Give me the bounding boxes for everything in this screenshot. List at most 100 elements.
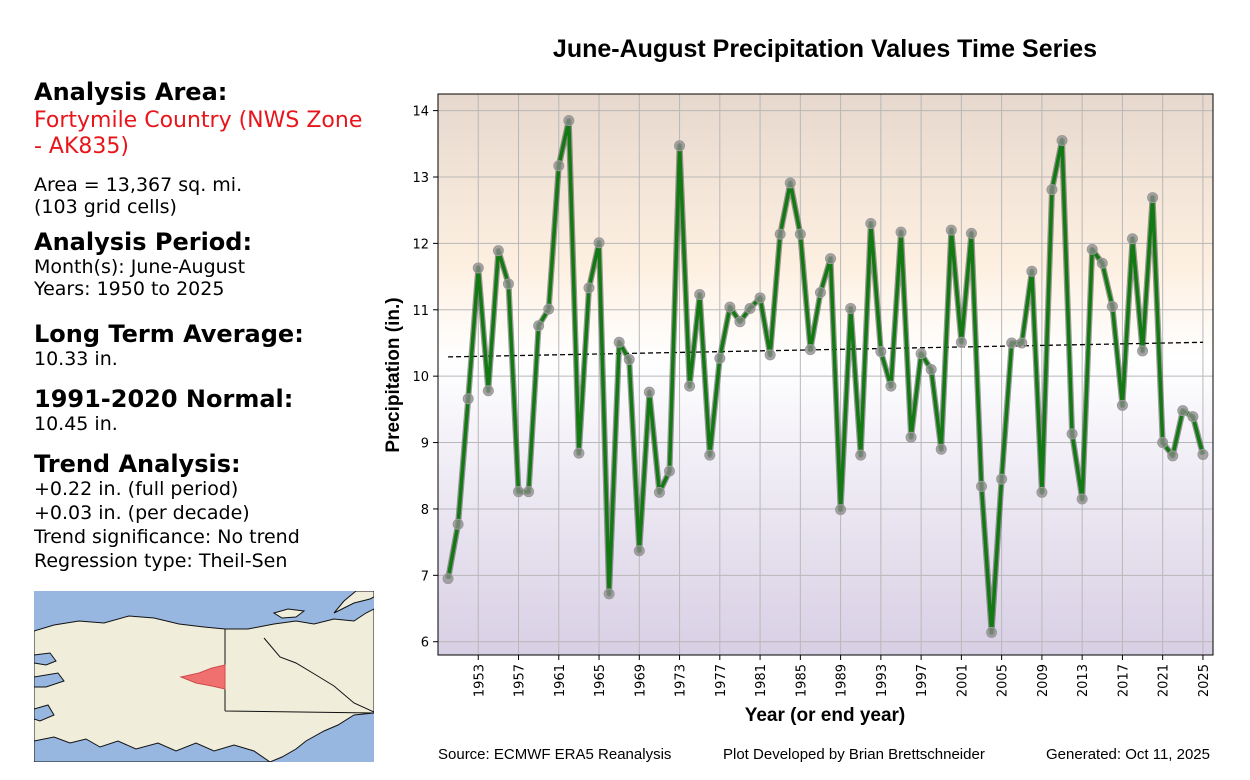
y-tick-label: 10 <box>412 370 429 385</box>
data-point <box>1056 134 1068 146</box>
data-point <box>865 217 877 229</box>
data-point <box>1096 257 1108 269</box>
lta-value: 10.33 in. <box>34 348 118 370</box>
data-point <box>603 588 615 600</box>
chart-title: June-August Precipitation Values Time Se… <box>553 35 1097 63</box>
series-group <box>445 117 1206 636</box>
normal-heading: 1991-2020 Normal: <box>34 385 294 413</box>
y-tick-label: 13 <box>412 171 429 186</box>
data-point <box>825 253 837 265</box>
x-tick-label: 1993 <box>875 664 890 697</box>
lta-heading: Long Term Average: <box>34 320 304 348</box>
points-group <box>442 115 1209 638</box>
data-point <box>482 385 494 397</box>
data-point <box>1076 493 1088 505</box>
data-point <box>674 140 686 152</box>
data-point <box>945 224 957 236</box>
x-tick-label: 2021 <box>1157 664 1172 697</box>
data-point <box>1147 192 1159 204</box>
months-text: Month(s): June-August <box>34 256 246 278</box>
area-size: Area = 13,367 sq. mi. <box>34 174 243 196</box>
data-point <box>583 282 595 294</box>
data-point <box>814 287 826 299</box>
y-tick-label: 14 <box>412 105 429 120</box>
data-point <box>794 228 806 240</box>
y-tick-label: 9 <box>421 437 429 452</box>
data-point <box>1197 449 1209 461</box>
data-point <box>684 380 696 392</box>
map-land-north <box>272 591 374 619</box>
x-tick-label: 1965 <box>593 664 608 697</box>
trend-significance: Trend significance: No trend <box>34 526 300 548</box>
data-point <box>1177 405 1189 417</box>
info-panel: Analysis Area: Fortymile Country (NWS Zo… <box>34 78 374 572</box>
data-point <box>714 352 726 364</box>
data-point <box>925 364 937 376</box>
grid-cells: (103 grid cells) <box>34 196 177 218</box>
data-point <box>1106 300 1118 312</box>
map-inlet <box>34 736 271 762</box>
x-tick-label: 1953 <box>472 664 487 697</box>
trend-line-group <box>448 341 1203 358</box>
data-point <box>1086 243 1098 255</box>
x-tick-label: 1961 <box>553 664 568 697</box>
data-point <box>573 447 585 459</box>
trend-full: +0.22 in. (full period) <box>34 478 239 500</box>
x-tick-label: 2013 <box>1076 664 1091 697</box>
data-point <box>965 227 977 239</box>
x-tick-label: 1981 <box>754 664 769 697</box>
x-tick-label: 2005 <box>996 664 1011 697</box>
data-point <box>1116 399 1128 411</box>
x-tick-label: 1969 <box>633 664 648 697</box>
data-point <box>1036 486 1048 498</box>
data-point <box>593 237 605 249</box>
data-point <box>724 301 736 313</box>
period-heading: Analysis Period: <box>34 228 253 256</box>
data-point <box>744 302 756 314</box>
data-point <box>633 545 645 557</box>
x-tick-label: 2009 <box>1036 664 1051 697</box>
trend-heading: Trend Analysis: <box>34 450 241 478</box>
data-point <box>613 336 625 348</box>
x-tick-label: 1997 <box>915 664 930 697</box>
footer-developer: Plot Developed by Brian Brettschneider <box>723 746 985 763</box>
y-axis-label: Precipitation (in.) <box>383 297 404 452</box>
data-point <box>1157 437 1169 449</box>
data-point <box>543 303 555 315</box>
footer-source: Source: ECMWF ERA5 Reanalysis <box>438 746 672 763</box>
map-analysis-region <box>179 664 226 690</box>
data-point <box>764 349 776 361</box>
data-point <box>845 302 857 314</box>
data-point <box>855 449 867 461</box>
area-heading: Analysis Area: <box>34 78 228 106</box>
area-name: Fortymile Country (NWS Zone - AK835) <box>34 108 363 159</box>
data-point <box>643 386 655 398</box>
data-point <box>523 486 535 498</box>
data-point <box>905 431 917 443</box>
x-tick-label: 1977 <box>714 664 729 697</box>
data-point <box>1137 345 1149 357</box>
data-point <box>1126 233 1138 245</box>
locator-map <box>34 591 374 762</box>
x-tick-label: 2025 <box>1197 664 1212 697</box>
y-tick-label: 12 <box>412 237 429 252</box>
map-bay <box>34 652 65 722</box>
x-axis-label: Year (or end year) <box>745 705 906 726</box>
data-point <box>442 573 454 585</box>
data-point <box>553 160 565 172</box>
data-point <box>784 177 796 189</box>
normal-value: 10.45 in. <box>34 413 118 435</box>
data-point <box>1187 411 1199 423</box>
data-point <box>694 288 706 300</box>
data-point <box>885 380 897 392</box>
data-point <box>1046 184 1058 196</box>
axis-ticks: 6 7 8 9 10 11 12 13 14 1953 1957 1961 1965 1969 1973 19… <box>412 105 1211 697</box>
data-point <box>653 486 665 498</box>
data-point <box>1026 265 1038 277</box>
data-point <box>533 320 545 332</box>
footer-generated: Generated: Oct 11, 2025 <box>1046 746 1210 763</box>
data-point <box>915 348 927 360</box>
x-tick-label: 1989 <box>835 664 850 697</box>
data-point <box>462 393 474 405</box>
